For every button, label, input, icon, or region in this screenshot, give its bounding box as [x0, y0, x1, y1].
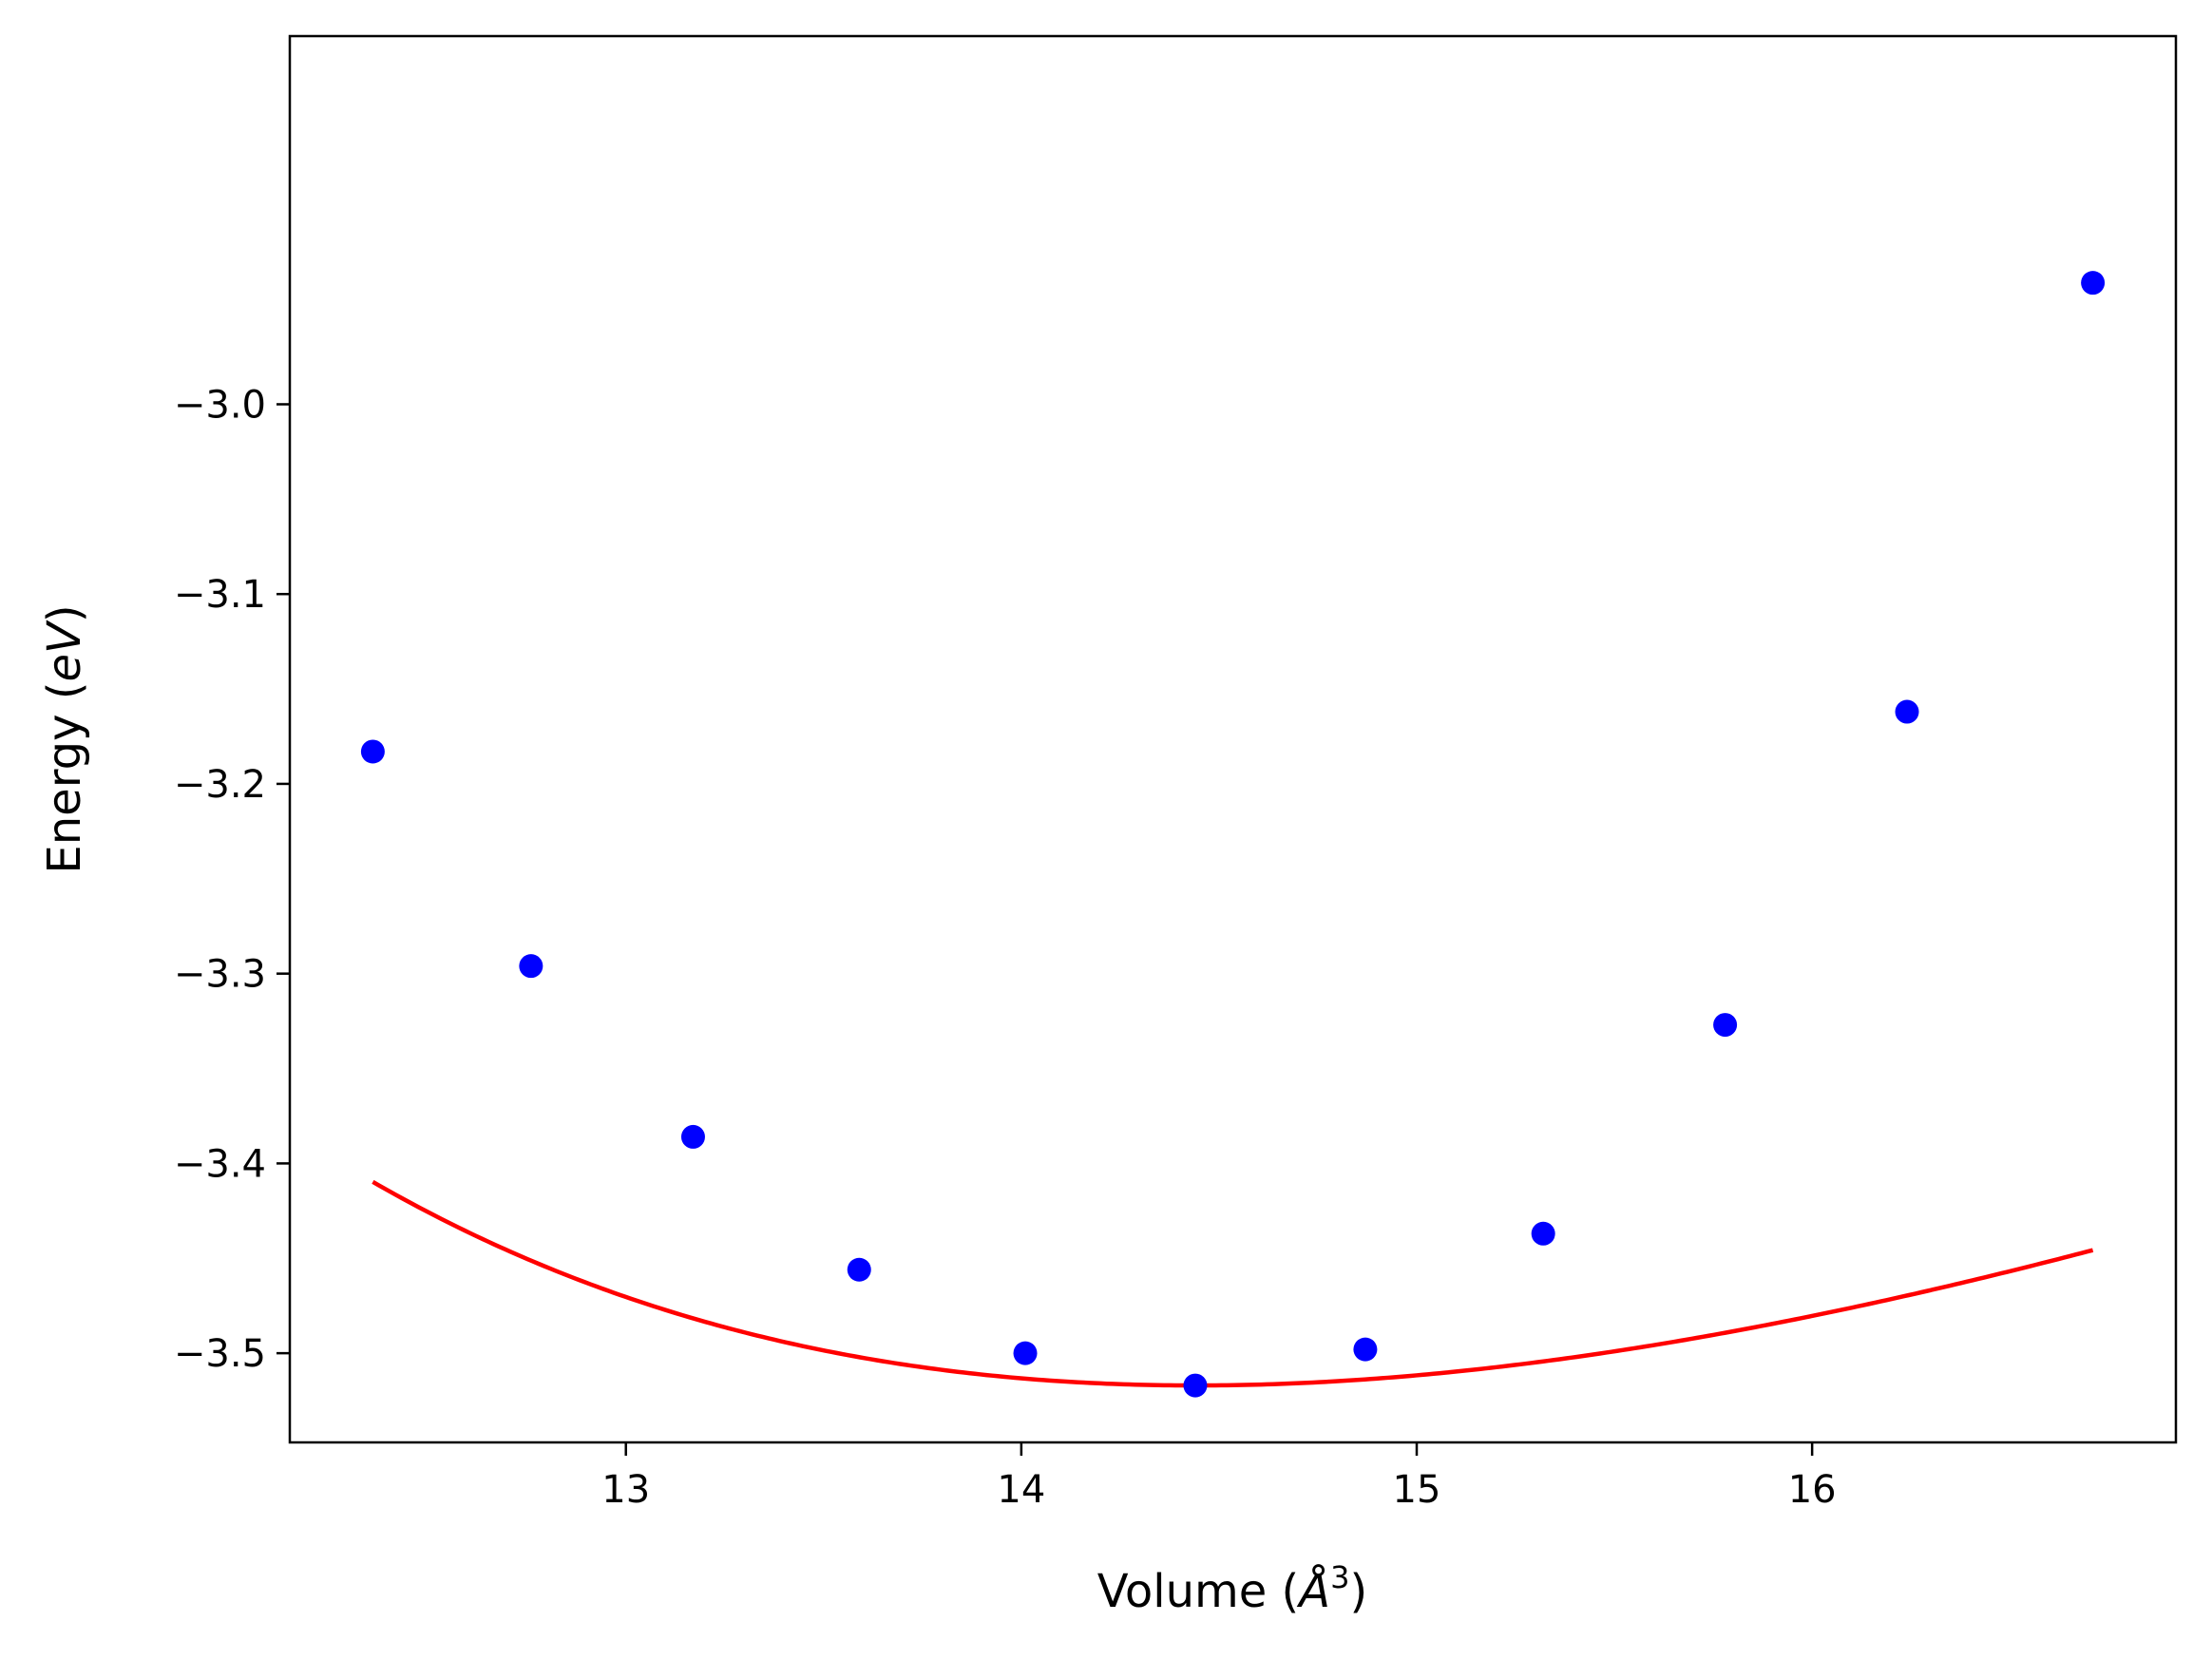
- data-point: [1183, 1373, 1208, 1398]
- fit-curve-line: [372, 1179, 2094, 1388]
- data-point: [519, 954, 543, 979]
- y-axis-label: Energy (eV): [38, 604, 91, 873]
- y-tick-label: −3.5: [174, 1332, 266, 1376]
- y-axis-label-unit: eV: [38, 620, 91, 682]
- x-axis-label-close: ): [1349, 1565, 1367, 1618]
- y-tick-label: −3.1: [174, 573, 266, 617]
- data-point: [1353, 1337, 1378, 1362]
- plot-area-background: [290, 36, 2176, 1442]
- x-tick-label: 13: [601, 1468, 650, 1512]
- data-point: [1013, 1341, 1038, 1365]
- data-point: [847, 1257, 871, 1282]
- data-point: [360, 739, 385, 764]
- x-tick-label: 16: [1788, 1468, 1837, 1512]
- data-point: [1895, 699, 1919, 724]
- y-axis-label-text: Energy (: [38, 682, 91, 874]
- y-tick-label: −3.3: [174, 953, 266, 997]
- x-axis-label: Volume (Å3): [1097, 1559, 1367, 1618]
- x-tick-label: 15: [1393, 1468, 1441, 1512]
- x-axis-label-unit-exponent: 3: [1330, 1559, 1349, 1595]
- fit-curve-layer: [372, 1179, 2094, 1388]
- x-tick-label: 14: [997, 1468, 1045, 1512]
- data-point: [680, 1124, 705, 1149]
- data-points-layer: [360, 271, 2106, 1398]
- x-axis-label-unit-symbol: Å: [1296, 1564, 1330, 1618]
- data-point: [2081, 271, 2106, 296]
- x-axis: 13 14 15 16: [601, 1442, 1837, 1512]
- data-point: [1713, 1013, 1738, 1038]
- y-axis-label-close: ): [38, 604, 91, 622]
- y-tick-label: −3.4: [174, 1142, 266, 1186]
- data-point: [1531, 1221, 1555, 1246]
- y-axis: −3.0 −3.1 −3.2 −3.3 −3.4 −3.5: [174, 383, 290, 1376]
- x-axis-label-text: Volume (: [1097, 1565, 1300, 1618]
- y-tick-label: −3.2: [174, 763, 266, 807]
- plot-frame: [288, 34, 2178, 1444]
- y-tick-label: −3.0: [174, 383, 266, 427]
